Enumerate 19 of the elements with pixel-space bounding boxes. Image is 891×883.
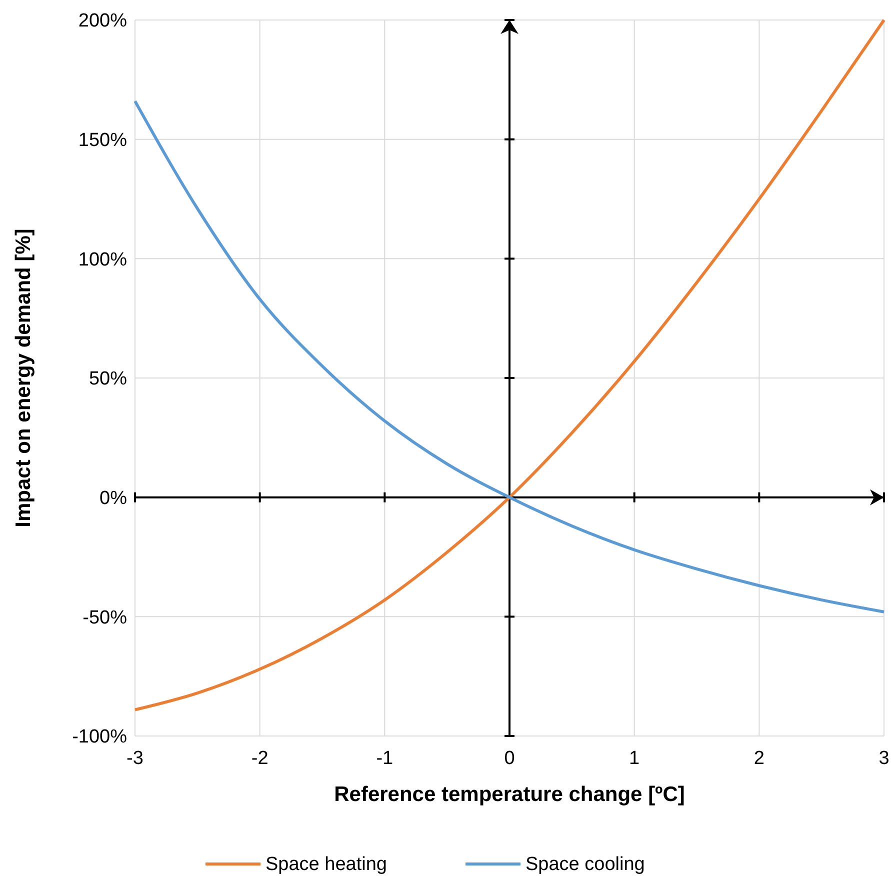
legend-label: Space heating xyxy=(266,854,387,875)
legend-label: Space cooling xyxy=(526,854,645,875)
y-axis-title: Impact on energy demand [%] xyxy=(12,228,35,528)
x-tick-label: 2 xyxy=(754,748,764,769)
x-tick-label: 1 xyxy=(629,748,640,769)
y-tick-label: -50% xyxy=(82,607,128,628)
x-tick-label: -3 xyxy=(126,748,144,769)
y-tick-label: 50% xyxy=(88,368,128,390)
y-tick-label: 200% xyxy=(78,10,128,32)
line-series xyxy=(134,100,886,614)
y-tick-label: -100% xyxy=(72,726,128,748)
x-axis-title: Reference temperature change [ºC] xyxy=(334,783,685,806)
x-tick-label: 3 xyxy=(878,748,890,769)
x-tick-label: -2 xyxy=(251,748,268,769)
y-tick-label: 150% xyxy=(78,130,128,151)
x-tick-label: 0 xyxy=(504,748,515,769)
y-tick-label: 0% xyxy=(100,488,128,509)
x-tick-label: -1 xyxy=(376,748,394,769)
y-tick-label: 100% xyxy=(78,249,128,270)
